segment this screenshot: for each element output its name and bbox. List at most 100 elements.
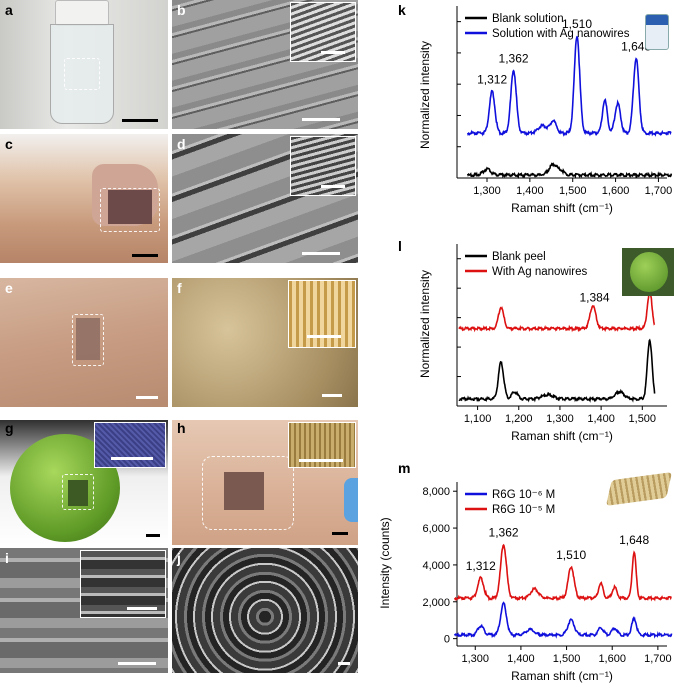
peak-label: 1,312 bbox=[477, 72, 507, 86]
sem-inset bbox=[290, 2, 356, 62]
sem-inset bbox=[290, 136, 356, 196]
photo-i-sem: i bbox=[0, 548, 168, 673]
highlight-box bbox=[62, 474, 94, 510]
raman-chart-m: 1,300 1,400 1,500 1,600 1,700 0 2,000 4,000 6,00… bbox=[378, 482, 673, 683]
panel-label-d: d bbox=[177, 136, 186, 152]
peak-label: 1,362 bbox=[489, 526, 519, 540]
scale-bar bbox=[146, 534, 160, 537]
x-tick-label: 1,400 bbox=[587, 413, 615, 425]
peak-label: 1,384 bbox=[580, 290, 610, 304]
panel-label-l: l bbox=[398, 238, 402, 254]
x-tick-label: 1,600 bbox=[602, 185, 630, 197]
series-line bbox=[466, 162, 673, 180]
inset-scale-bar bbox=[321, 185, 345, 188]
inset-scale-bar bbox=[127, 607, 157, 610]
x-tick-label: 1,500 bbox=[629, 413, 657, 425]
x-tick-label: 1,500 bbox=[553, 653, 581, 665]
peak-label: 1,648 bbox=[619, 533, 649, 547]
scale-bar bbox=[118, 662, 156, 665]
photo-j-sem: j bbox=[172, 548, 358, 673]
nanowire-patch bbox=[224, 472, 264, 510]
y-tick-label: 6,000 bbox=[422, 523, 450, 535]
glove bbox=[344, 478, 358, 522]
legend-label: Blank peel bbox=[492, 251, 546, 263]
scale-bar bbox=[302, 252, 340, 255]
peak-label: 1,362 bbox=[499, 51, 529, 65]
legend-label: R6G 10⁻⁵ M bbox=[492, 504, 555, 516]
panel-label-i: i bbox=[5, 550, 9, 566]
y-axis-label: Normalized intensity bbox=[418, 41, 432, 149]
peak-label: 1,510 bbox=[562, 17, 592, 31]
nanowire-patch bbox=[108, 190, 152, 224]
y-axis-label: Normalized intensity bbox=[418, 270, 432, 378]
y-tick-label: 8,000 bbox=[422, 486, 450, 498]
x-tick-label: 1,300 bbox=[546, 413, 574, 425]
series-line bbox=[453, 543, 672, 602]
inset-scale-bar bbox=[321, 51, 345, 54]
legend-label: Blank solution bbox=[492, 13, 564, 25]
highlight-box bbox=[100, 188, 160, 232]
peak-label: 1,312 bbox=[466, 559, 496, 573]
x-tick-label: 1,700 bbox=[644, 653, 672, 665]
panel-label-f: f bbox=[177, 280, 182, 296]
x-tick-label: 1,200 bbox=[505, 413, 533, 425]
photo-a-vial: a bbox=[0, 0, 168, 129]
vial-cap bbox=[55, 0, 109, 26]
x-tick-label: 1,100 bbox=[464, 413, 492, 425]
photo-e-wrist: e bbox=[0, 278, 168, 407]
panel-label-m: m bbox=[398, 460, 411, 476]
fabric-inset bbox=[94, 422, 166, 468]
y-axis-label: Intensity (counts) bbox=[378, 517, 392, 608]
wire-inset bbox=[288, 422, 356, 468]
panel-label-a: a bbox=[5, 2, 13, 18]
photo-c-thumb: c bbox=[0, 134, 168, 263]
x-tick-label: 1,400 bbox=[516, 185, 544, 197]
series-line bbox=[458, 338, 656, 403]
photo-f-micrograph: f bbox=[172, 278, 358, 407]
scale-bar bbox=[136, 396, 158, 399]
series-line bbox=[453, 601, 673, 639]
highlight-box bbox=[72, 314, 104, 366]
x-tick-label: 1,400 bbox=[507, 653, 535, 665]
panel-label-e: e bbox=[5, 280, 13, 296]
photo-d-sem: d bbox=[172, 134, 358, 263]
panel-label-h: h bbox=[177, 420, 186, 436]
x-axis-label: Raman shift (cm⁻¹) bbox=[511, 201, 613, 215]
panel-label-b: b bbox=[177, 2, 186, 18]
nanowire-patch bbox=[68, 480, 88, 506]
x-tick-label: 1,300 bbox=[473, 185, 501, 197]
inset-scale-bar bbox=[111, 457, 153, 460]
photo-b-sem: b bbox=[172, 0, 358, 129]
legend-label: With Ag nanowires bbox=[492, 266, 587, 278]
x-tick-label: 1,600 bbox=[598, 653, 626, 665]
scale-bar bbox=[302, 118, 340, 121]
photo-h-forearm: h bbox=[172, 420, 358, 545]
highlight-box bbox=[202, 456, 294, 530]
x-axis-label: Raman shift (cm⁻¹) bbox=[511, 669, 613, 683]
peak-label: 1,648 bbox=[621, 39, 651, 53]
micrograph-inset bbox=[288, 280, 356, 348]
vial-body bbox=[50, 24, 114, 124]
scale-bar bbox=[338, 662, 350, 665]
nanowire-patch bbox=[76, 318, 100, 360]
peak-label: 1,510 bbox=[556, 548, 586, 562]
x-tick-label: 1,700 bbox=[645, 185, 673, 197]
y-tick-label: 0 bbox=[444, 634, 450, 646]
panel-label-j: j bbox=[177, 550, 181, 566]
x-tick-label: 1,500 bbox=[559, 185, 587, 197]
photo-g-apple: g bbox=[0, 420, 168, 545]
raman-chart-l: 1,100 1,200 1,300 1,400 1,500 Raman shift (cm… bbox=[418, 244, 667, 443]
legend-label: Solution with Ag nanowires bbox=[492, 28, 630, 40]
panel-label-g: g bbox=[5, 420, 14, 436]
apple-icon bbox=[622, 248, 674, 296]
raman-chart-k: 1,300 1,400 1,500 1,600 1,700 Raman shift (cm… bbox=[418, 6, 673, 215]
x-axis-label: Raman shift (cm⁻¹) bbox=[511, 429, 613, 443]
panel-label-c: c bbox=[5, 136, 13, 152]
highlight-box bbox=[64, 58, 100, 90]
series-line bbox=[458, 290, 656, 333]
y-tick-label: 2,000 bbox=[422, 597, 450, 609]
series-line bbox=[466, 35, 672, 137]
scale-bar bbox=[332, 532, 348, 535]
x-tick-label: 1,300 bbox=[461, 653, 489, 665]
inset-scale-bar bbox=[299, 459, 343, 462]
